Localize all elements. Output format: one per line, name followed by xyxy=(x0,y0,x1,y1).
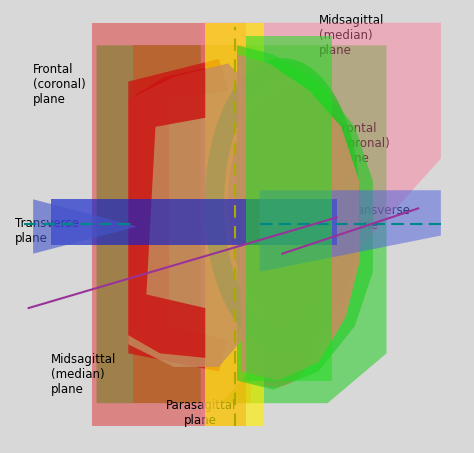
Polygon shape xyxy=(33,199,137,254)
Text: Parasagittal
plane: Parasagittal plane xyxy=(165,399,236,427)
Ellipse shape xyxy=(232,88,359,337)
Ellipse shape xyxy=(228,95,337,313)
Text: Transverse
plane: Transverse plane xyxy=(346,204,410,232)
Polygon shape xyxy=(51,199,337,245)
Text: Midsagittal
(median)
plane: Midsagittal (median) plane xyxy=(51,353,117,396)
Polygon shape xyxy=(205,23,264,426)
Polygon shape xyxy=(128,59,228,371)
Polygon shape xyxy=(133,45,251,403)
Polygon shape xyxy=(246,36,332,381)
Ellipse shape xyxy=(237,319,310,387)
Polygon shape xyxy=(237,45,373,390)
Polygon shape xyxy=(128,63,246,367)
Polygon shape xyxy=(92,23,246,426)
Polygon shape xyxy=(97,45,386,403)
Polygon shape xyxy=(260,190,441,272)
Text: Frontal
(coronal)
plane: Frontal (coronal) plane xyxy=(337,122,390,165)
Text: Frontal
(coronal)
plane: Frontal (coronal) plane xyxy=(33,63,86,106)
Text: Midsagittal
(median)
plane: Midsagittal (median) plane xyxy=(319,14,384,57)
Text: Transverse
plane: Transverse plane xyxy=(15,217,79,246)
Polygon shape xyxy=(201,23,441,426)
Polygon shape xyxy=(237,54,359,381)
Polygon shape xyxy=(128,68,205,358)
